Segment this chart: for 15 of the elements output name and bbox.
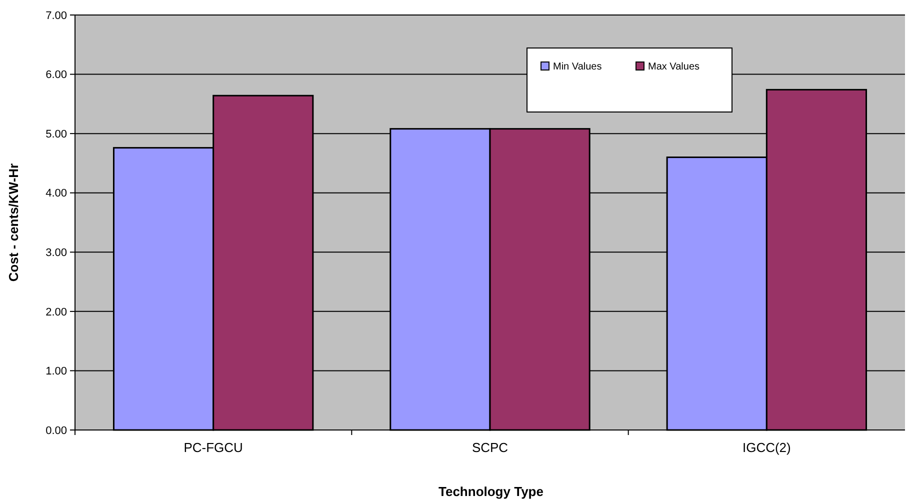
x-tick-label: PC-FGCU	[184, 440, 243, 455]
y-tick-label: 1.00	[46, 366, 67, 378]
y-tick-label: 5.00	[46, 128, 67, 140]
y-tick-label: 6.00	[46, 69, 67, 82]
y-tick-label: 4.00	[46, 188, 67, 200]
y-tick-label: 2.00	[46, 306, 67, 318]
x-axis-title: Technology Type	[438, 484, 544, 499]
y-axis-title: Cost - cents/KW-Hr	[6, 163, 21, 282]
x-tick-label: SCPC	[472, 440, 508, 455]
legend-label: Min Values	[553, 62, 602, 72]
y-tick-label: 7.00	[46, 10, 67, 22]
legend-label: Max Values	[648, 62, 700, 72]
y-tick-label: 3.00	[46, 246, 67, 259]
y-tick-label: 0.00	[46, 424, 67, 437]
x-tick-label: IGCC(2)	[742, 440, 791, 455]
